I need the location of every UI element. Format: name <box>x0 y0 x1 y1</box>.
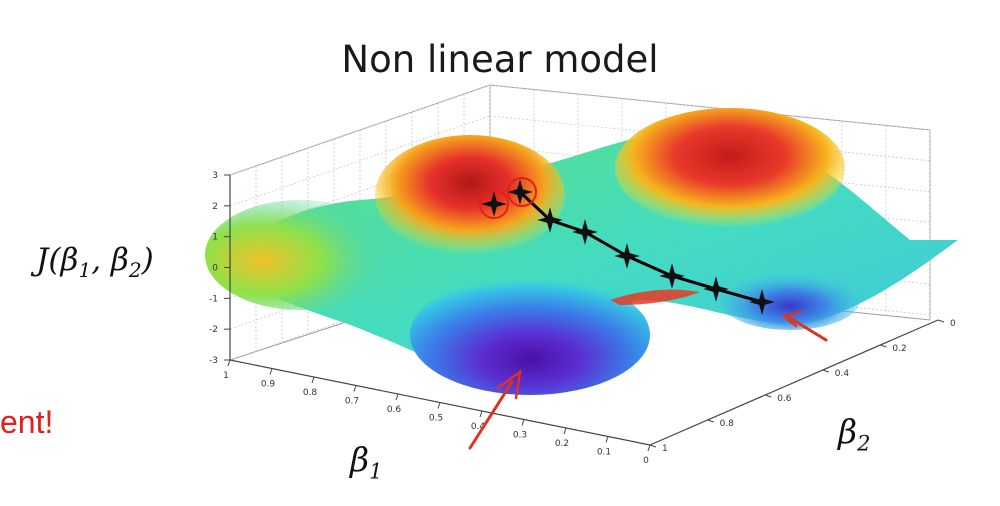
z-tick-label: -3 <box>209 356 218 366</box>
x-label-base: β <box>350 440 370 479</box>
x-label-sub: 1 <box>369 459 383 484</box>
chart-title: Non linear model <box>341 38 659 81</box>
x-tick-label: 0.8 <box>303 388 318 398</box>
z-tick-label: 2 <box>212 202 218 212</box>
start-point-highlight <box>507 177 537 207</box>
annotation-arrows <box>468 310 828 450</box>
z-label-end: ) <box>141 242 154 278</box>
z-label-sub2: 2 <box>128 258 142 283</box>
y-label-base: β <box>838 412 858 451</box>
gridline <box>229 84 491 176</box>
x-tick-label: 0.7 <box>345 397 359 407</box>
x-tick <box>353 385 357 392</box>
x-axis-label: β1 <box>350 440 382 484</box>
x-tick-label: 0.9 <box>261 380 276 390</box>
y-axis: 0 0.2 0.4 0.6 0.8 1 <box>649 319 956 454</box>
y-axis-label: β2 <box>838 412 870 456</box>
descent-step-point <box>572 219 598 245</box>
descent-step-point <box>537 207 563 233</box>
x-tick <box>437 402 441 409</box>
x-tick-label: 1 <box>223 371 229 381</box>
arrow-right-minimum <box>788 316 828 342</box>
z-label-sub1: 1 <box>78 258 92 283</box>
gridline <box>229 115 491 207</box>
y-tick <box>937 319 945 323</box>
arrow-right-head <box>781 310 802 328</box>
y-tick-label: 0.2 <box>892 344 906 354</box>
descent-step-point <box>614 243 640 269</box>
x-tick-label: 0.5 <box>429 414 443 424</box>
surface <box>205 108 958 395</box>
z-axis: 3 2 1 0 -1 -2 -3 <box>209 171 231 366</box>
y-tick-label: 1 <box>662 444 668 454</box>
y-tick <box>765 394 772 398</box>
x-tick <box>521 419 525 426</box>
x-tick <box>563 427 567 435</box>
z-label-mid: , β <box>91 242 129 278</box>
x-tick <box>269 368 273 375</box>
x-tick-label: 0.3 <box>513 431 527 441</box>
y-tick <box>880 344 887 348</box>
x-tick-label: 0.6 <box>387 405 402 415</box>
z-tick-label: 3 <box>212 171 218 181</box>
descent-step-point <box>659 263 685 289</box>
x-tick-label: 0.4 <box>471 422 486 432</box>
z-label-base: J(β <box>36 242 79 278</box>
x-tick-label: 0 <box>643 456 649 466</box>
y-tick-label: 0.6 <box>777 394 792 404</box>
cropped-side-text: ent! <box>0 404 54 440</box>
y-tick <box>649 444 657 448</box>
arrow-front-head <box>496 369 522 400</box>
x-tick-label: 0.1 <box>597 448 611 458</box>
y-tick-label: 0.4 <box>835 369 850 379</box>
arrow-front-minimum <box>468 380 514 450</box>
gridline <box>489 84 931 131</box>
z-tick-label: 0 <box>212 264 218 274</box>
z-axis-label: J(β1, β2) <box>36 242 154 282</box>
descent-path <box>479 177 775 315</box>
x-tick <box>311 376 315 384</box>
y-tick <box>822 369 829 373</box>
descent-step-point <box>749 289 775 315</box>
descent-step-point <box>507 179 533 205</box>
x-tick <box>647 444 651 452</box>
y-label-sub: 2 <box>857 431 871 456</box>
x-tick <box>479 410 483 418</box>
start-point <box>481 191 507 217</box>
start-point-highlight <box>479 189 509 219</box>
x-axis: 1 0.9 0.8 0.7 0.6 0.5 0.4 0.3 0.2 0.1 0 <box>223 359 651 466</box>
x-tick <box>395 393 399 401</box>
y-tick-label: 0.8 <box>720 419 735 429</box>
x-tick <box>227 359 231 367</box>
z-tick-label: -1 <box>209 294 218 304</box>
y-tick-label: 0 <box>950 319 956 329</box>
descent-step-point <box>703 276 729 302</box>
z-tick-label: 1 <box>212 233 218 243</box>
z-tick-label: -2 <box>209 325 218 335</box>
y-tick <box>707 419 714 423</box>
x-tick <box>605 436 609 443</box>
x-tick-label: 0.2 <box>555 439 569 449</box>
